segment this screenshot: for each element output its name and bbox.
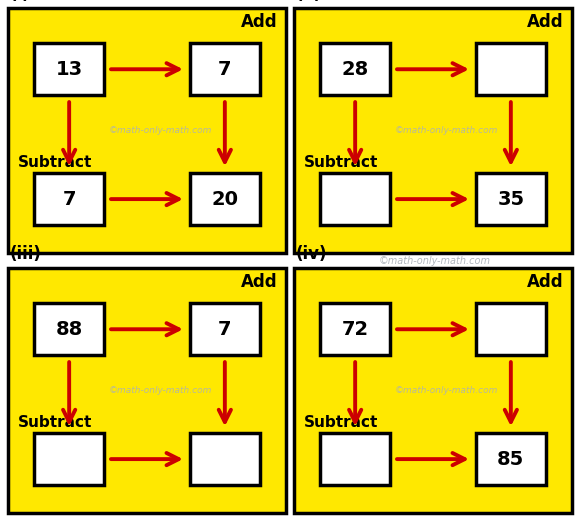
Text: (i): (i) [10, 0, 31, 3]
Text: ©math-only-math.com: ©math-only-math.com [109, 386, 213, 395]
Bar [476, 43, 546, 95]
Text: ©math-only-math.com: ©math-only-math.com [109, 126, 213, 135]
Bar [8, 8, 286, 253]
Text: Add: Add [527, 13, 564, 31]
Text: (ii): (ii) [296, 0, 322, 3]
Text: Subtract: Subtract [304, 155, 378, 170]
Bar [8, 268, 286, 513]
Bar [34, 173, 104, 225]
Bar [34, 303, 104, 355]
Bar [320, 173, 390, 225]
Text: ©math-only-math.com: ©math-only-math.com [379, 255, 491, 266]
Text: 35: 35 [497, 190, 524, 208]
Text: Add: Add [241, 13, 278, 31]
Text: Add: Add [527, 273, 564, 291]
Text: 7: 7 [63, 190, 76, 208]
Bar [190, 303, 260, 355]
Bar [476, 303, 546, 355]
Text: 88: 88 [56, 320, 83, 339]
Bar [476, 433, 546, 485]
Text: (iii): (iii) [10, 245, 42, 263]
Text: Subtract: Subtract [18, 415, 92, 430]
Bar [190, 43, 260, 95]
Bar [190, 173, 260, 225]
Text: 7: 7 [218, 320, 231, 339]
Text: Subtract: Subtract [304, 415, 378, 430]
Text: Add: Add [241, 273, 278, 291]
Bar [34, 43, 104, 95]
Text: 28: 28 [342, 60, 369, 79]
Text: ©math-only-math.com: ©math-only-math.com [395, 126, 499, 135]
Bar [476, 173, 546, 225]
Bar [34, 433, 104, 485]
Bar [320, 303, 390, 355]
Text: (iv): (iv) [296, 245, 328, 263]
Bar [320, 433, 390, 485]
Bar [294, 8, 572, 253]
Bar [190, 433, 260, 485]
Text: 20: 20 [211, 190, 238, 208]
Bar [294, 268, 572, 513]
Text: 85: 85 [497, 450, 524, 468]
Text: 72: 72 [342, 320, 369, 339]
Text: ©math-only-math.com: ©math-only-math.com [395, 386, 499, 395]
Bar [320, 43, 390, 95]
Text: 13: 13 [56, 60, 83, 79]
Text: 7: 7 [218, 60, 231, 79]
Text: Subtract: Subtract [18, 155, 92, 170]
